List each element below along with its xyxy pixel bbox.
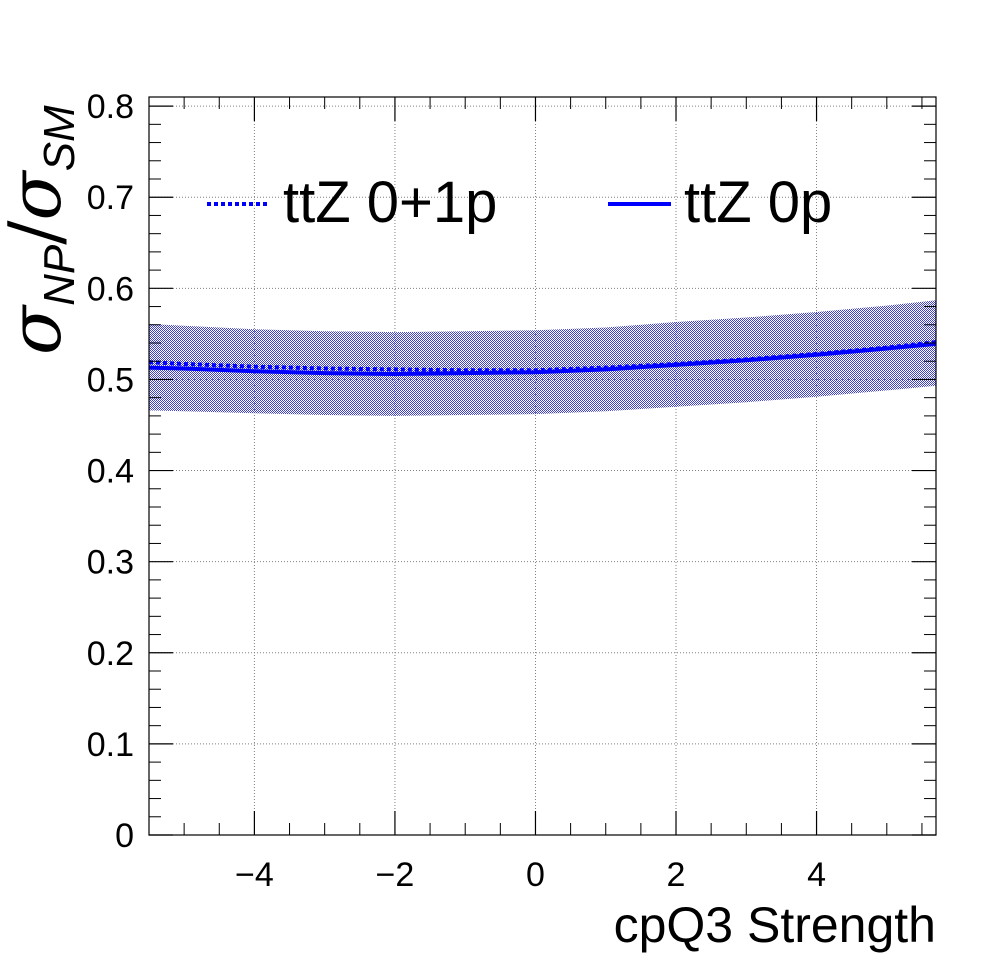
uncertainty-band-group [149,300,936,416]
y-tick-label: 0.7 [87,179,134,217]
y-tick-label: 0.2 [87,635,134,673]
series-group [149,340,936,376]
y-tick-label: 0.5 [87,361,134,399]
uncertainty-band [149,300,936,416]
ylabel-denominator-symbol: σ [0,169,77,220]
axis-ticks [148,97,936,836]
y-tick-label: 0.1 [87,726,134,764]
ylabel-separator: / [0,220,77,245]
ylabel-denominator-subscript: SM [35,105,84,171]
svg-text:σNP/σSM: σNP/σSM [0,105,84,355]
x-tick-label: 2 [667,856,686,894]
y-tick-label: 0.3 [87,544,134,582]
y-tick-label: 0.8 [87,88,134,126]
y-tick-label: 0.4 [87,453,134,491]
legend-label-ttz-0plus1p: ttZ 0+1p [283,170,497,235]
x-tick-label: −4 [235,856,274,894]
y-tick-label: 0 [115,817,134,855]
series-line-ttz-0p [149,341,936,376]
ylabel-numerator-subscript: NP [35,244,84,306]
legend-label-ttz-0p: ttZ 0p [684,170,832,235]
y-tick-label: 0.6 [87,270,134,308]
x-tick-label: −2 [376,856,415,894]
tick-labels: −4 −2 0 2 4 0 0.1 0.2 0.3 0.4 0.5 0.6 0.7 0.8 [87,88,826,894]
plot-frame [148,96,937,836]
x-tick-label: 4 [807,856,826,894]
legend: ttZ 0+1p ttZ 0p [207,170,832,235]
ylabel-numerator-symbol: σ [0,304,77,355]
x-tick-label: 0 [526,856,545,894]
y-axis-title: σNP/σSM [0,105,84,355]
x-axis-title: cpQ3 Strength [614,897,936,953]
